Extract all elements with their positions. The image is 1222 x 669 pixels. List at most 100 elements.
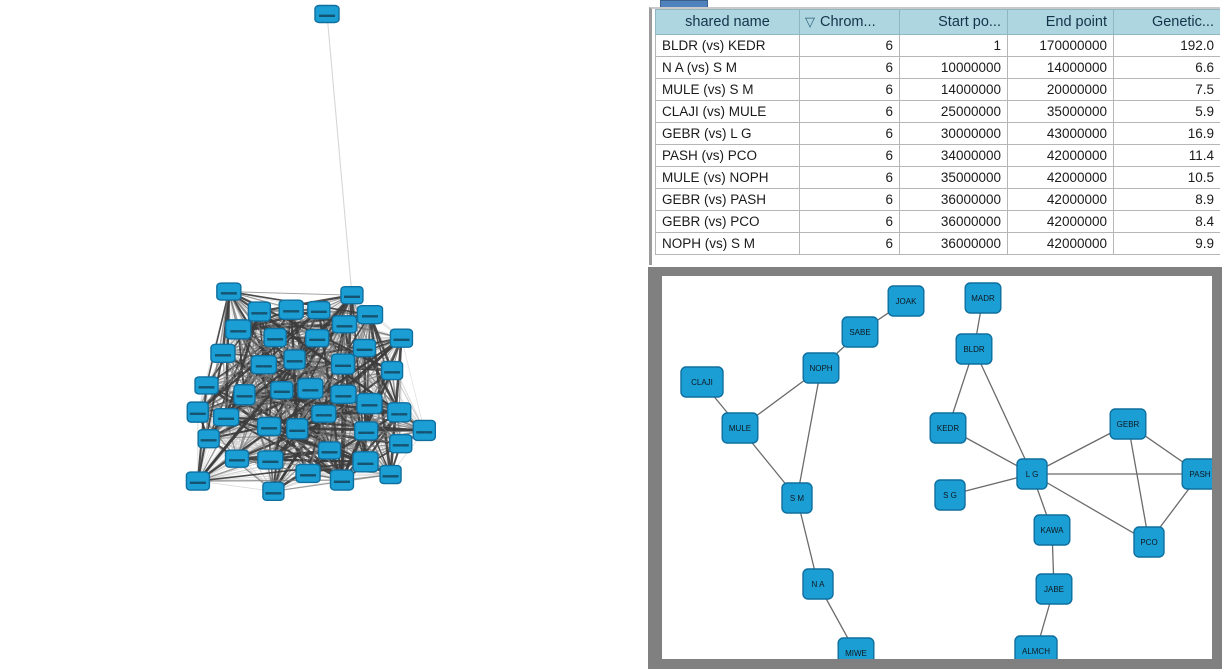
network-node[interactable]: ▬▬ xyxy=(225,319,252,340)
network-edge-isolated[interactable] xyxy=(326,13,353,296)
network-node-SM[interactable]: S M xyxy=(781,482,813,514)
network-edge[interactable] xyxy=(228,291,352,296)
column-header-end-point[interactable]: End point xyxy=(1007,9,1114,35)
network-node[interactable]: ▬▬ xyxy=(278,299,304,320)
network-node-MADR[interactable]: MADR xyxy=(964,282,1002,314)
network-node[interactable]: ▬▬ xyxy=(352,338,377,358)
network-edge[interactable] xyxy=(296,324,345,429)
network-node[interactable]: ▬▬ xyxy=(286,418,309,440)
network-edge[interactable] xyxy=(316,338,325,414)
network-node[interactable]: ▬▬ xyxy=(197,428,220,449)
network-node[interactable]: ▬▬ xyxy=(389,434,413,454)
network-node[interactable]: ▬▬ xyxy=(247,301,272,322)
network-node-NOPH[interactable]: NOPH xyxy=(802,352,840,384)
table-row[interactable]: MULE (vs) S M 6 14000000 20000000 7.5 xyxy=(655,78,1220,101)
results-table-panel[interactable]: shared name ▽ Chrom... Start po... End p… xyxy=(649,7,1220,265)
network-node-SABE[interactable]: SABE xyxy=(841,316,879,348)
network-node[interactable]: ▬▬ xyxy=(314,4,340,24)
network-node[interactable]: ▬▬ xyxy=(256,416,282,437)
network-node[interactable]: ▬▬ xyxy=(297,377,324,400)
network-node[interactable]: ▬▬ xyxy=(210,343,236,364)
network-node[interactable]: ▬▬ xyxy=(283,349,306,370)
network-edge[interactable] xyxy=(307,324,346,474)
sub-network-canvas[interactable]: JOAK MADR SABE BLDR NOPH CLAJI GEBR KEDR MULE L G… xyxy=(662,276,1212,659)
network-node-JABE[interactable]: JABE xyxy=(1035,573,1073,605)
network-node[interactable]: ▬▬ xyxy=(186,401,209,423)
network-node[interactable]: ▬▬ xyxy=(317,441,342,460)
network-node[interactable]: ▬▬ xyxy=(389,328,414,348)
table-row[interactable]: GEBR (vs) L G 6 30000000 43000000 16.9 xyxy=(655,122,1220,145)
network-edge[interactable] xyxy=(206,363,344,386)
network-node-MULE[interactable]: MULE xyxy=(721,412,759,444)
network-node[interactable]: ▬▬ xyxy=(329,469,355,491)
network-node[interactable]: ▬▬ xyxy=(270,380,294,400)
network-node[interactable]: ▬▬ xyxy=(185,471,211,491)
network-edge[interactable] xyxy=(222,353,227,418)
network-edge[interactable] xyxy=(225,311,261,418)
network-node-GEBR[interactable]: GEBR xyxy=(1109,408,1147,440)
column-header-genetic[interactable]: Genetic... xyxy=(1113,9,1220,35)
network-node[interactable]: ▬▬ xyxy=(250,355,277,375)
table-row[interactable]: NOPH (vs) S M 6 36000000 42000000 9.9 xyxy=(655,232,1220,255)
network-edge-GEBR-PCO[interactable] xyxy=(1127,423,1150,543)
network-edge[interactable] xyxy=(197,480,274,492)
network-node[interactable]: ▬▬ xyxy=(387,402,412,423)
network-edge[interactable] xyxy=(225,329,239,418)
network-node-KEDR[interactable]: KEDR xyxy=(929,412,967,444)
main-network-canvas[interactable]: ▬▬ ▬▬ ▬▬ ▬▬ ▬▬ ▬▬ ▬▬ ▬▬ ▬▬ ▬▬ ▬▬ ▬▬ ▬▬ ▬▬ ▬▬ ▬▬ ▬▬ ▬▬ ▬▬ ▬▬… xyxy=(0,0,648,669)
network-edge[interactable] xyxy=(205,291,230,386)
network-edge[interactable] xyxy=(197,472,309,482)
table-row[interactable]: GEBR (vs) PCO 6 36000000 42000000 8.4 xyxy=(655,210,1220,233)
network-node[interactable]: ▬▬ xyxy=(212,408,240,427)
network-node[interactable]: ▬▬ xyxy=(304,328,330,348)
network-node-ALMCH[interactable]: ALMCH xyxy=(1014,635,1058,659)
network-node[interactable]: ▬▬ xyxy=(262,481,285,502)
network-node[interactable]: ▬▬ xyxy=(379,464,402,485)
network-node[interactable]: ▬▬ xyxy=(380,360,404,381)
network-node-BLDR[interactable]: BLDR xyxy=(955,333,993,365)
network-node[interactable]: ▬▬ xyxy=(340,285,364,305)
network-node[interactable]: ▬▬ xyxy=(263,327,287,348)
sub-network-panel[interactable]: JOAK MADR SABE BLDR NOPH CLAJI GEBR KEDR MULE L G… xyxy=(648,267,1222,669)
network-edge[interactable] xyxy=(196,353,224,482)
network-edge[interactable] xyxy=(208,369,393,440)
results-table[interactable]: shared name ▽ Chrom... Start po... End p… xyxy=(655,9,1220,255)
network-node-PASH[interactable]: PASH xyxy=(1181,458,1212,490)
network-node[interactable]: ▬▬ xyxy=(331,315,358,334)
network-node[interactable]: ▬▬ xyxy=(330,384,357,405)
network-edge[interactable] xyxy=(269,363,344,461)
table-row[interactable]: BLDR (vs) KEDR 6 1 170000000 192.0 xyxy=(655,34,1220,57)
network-node[interactable]: ▬▬ xyxy=(307,300,331,320)
main-network-graph[interactable]: ▬▬▬▬▬▬▬▬▬▬▬▬▬▬▬▬▬▬▬▬▬▬▬▬▬▬▬▬▬▬▬▬▬▬▬▬▬▬▬▬… xyxy=(0,0,648,669)
column-header-shared-name[interactable]: shared name xyxy=(655,9,800,35)
table-tab[interactable] xyxy=(660,0,708,7)
network-node-KAWA[interactable]: KAWA xyxy=(1033,514,1071,546)
network-node[interactable]: ▬▬ xyxy=(194,376,219,395)
column-header-chromosome[interactable]: ▽ Chrom... xyxy=(799,9,900,35)
network-node[interactable]: ▬▬ xyxy=(354,421,379,441)
network-node[interactable]: ▬▬ xyxy=(356,304,384,325)
network-edge[interactable] xyxy=(340,364,345,481)
network-node-MIWE[interactable]: MIWE xyxy=(837,637,875,659)
table-row[interactable]: MULE (vs) NOPH 6 35000000 42000000 10.5 xyxy=(655,166,1220,189)
network-edge[interactable] xyxy=(208,428,298,440)
network-node-PCO[interactable]: PCO xyxy=(1133,526,1165,558)
network-node-CLAJI[interactable]: CLAJI xyxy=(680,366,724,398)
network-edge[interactable] xyxy=(237,329,246,395)
network-edge[interactable] xyxy=(401,338,425,431)
network-node[interactable]: ▬▬ xyxy=(257,450,284,470)
network-node[interactable]: ▬▬ xyxy=(356,392,383,415)
table-row[interactable]: GEBR (vs) PASH 6 36000000 42000000 8.9 xyxy=(655,188,1220,211)
sub-network-graph[interactable]: JOAK MADR SABE BLDR NOPH CLAJI GEBR KEDR MULE L G… xyxy=(662,276,1212,659)
network-node[interactable]: ▬▬ xyxy=(233,384,256,406)
network-edge[interactable] xyxy=(225,416,366,463)
network-node[interactable]: ▬▬ xyxy=(216,282,242,301)
network-edge-NOPH-SM[interactable] xyxy=(796,367,822,499)
network-node[interactable]: ▬▬ xyxy=(352,451,379,473)
network-node[interactable]: ▬▬ xyxy=(412,419,437,442)
network-edge[interactable] xyxy=(225,416,343,481)
network-node-NA[interactable]: N A xyxy=(802,568,834,600)
table-row[interactable]: PASH (vs) PCO 6 34000000 42000000 11.4 xyxy=(655,144,1220,167)
network-node[interactable]: ▬▬ xyxy=(295,463,321,484)
network-edge-BLDR-LG[interactable] xyxy=(973,348,1033,475)
